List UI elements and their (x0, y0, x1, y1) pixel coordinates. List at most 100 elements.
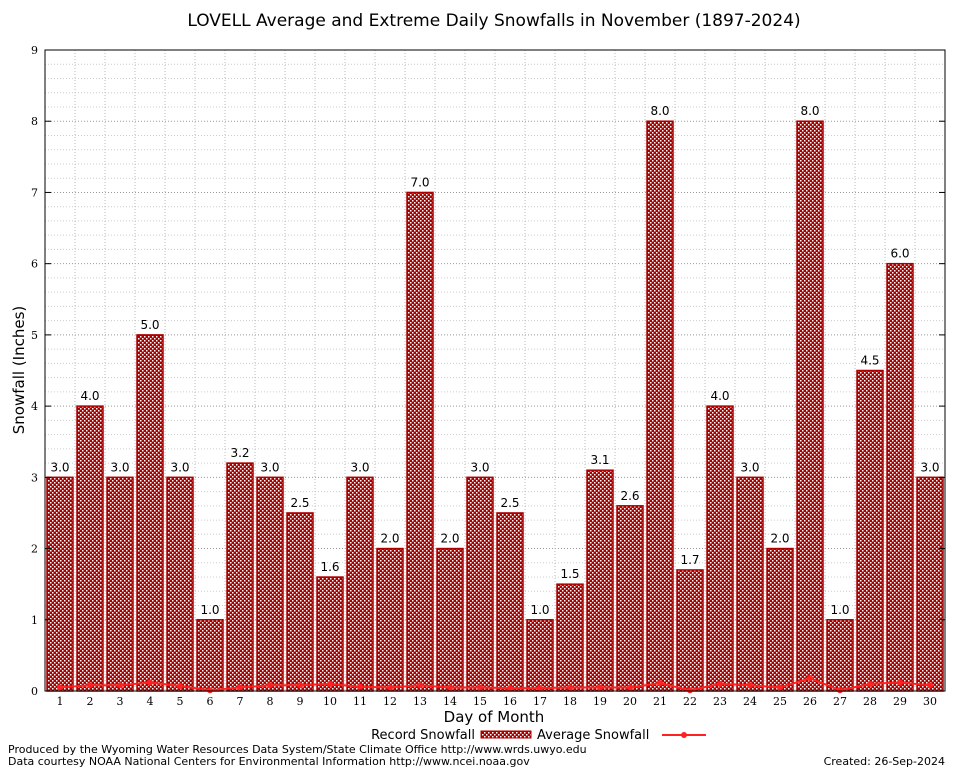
data-label: 2.6 (620, 489, 639, 503)
average-point (747, 682, 753, 689)
bar-record (256, 476, 284, 692)
bar-record (496, 512, 524, 692)
legend-swatch-record (480, 730, 532, 739)
average-point (537, 685, 543, 692)
grid (44, 49, 946, 692)
bar-record (886, 262, 914, 692)
x-tick-label: 25 (773, 695, 787, 708)
average-point (177, 683, 183, 690)
average-line (57, 675, 933, 694)
x-tick-label: 2 (87, 695, 94, 708)
bar-record (466, 476, 494, 692)
average-point (837, 687, 843, 694)
average-point (627, 684, 633, 691)
bar-record (646, 120, 674, 692)
y-tick-label: 3 (31, 471, 38, 484)
average-point (147, 679, 153, 686)
average-point (507, 685, 513, 692)
data-label: 1.0 (200, 603, 219, 617)
x-axis-label: Day of Month (444, 708, 545, 726)
bar-record (106, 476, 134, 692)
data-label: 1.0 (830, 603, 849, 617)
bar-record (526, 619, 554, 692)
average-point (597, 684, 603, 691)
x-tick-label: 13 (413, 695, 427, 708)
x-axis: 1 2 3 4 5 6 7 8 9 10 11 12 13 14 15 16 17 18 19 20 21 22 23 24 2… (57, 695, 938, 708)
average-point (657, 680, 663, 687)
data-label: 1.7 (680, 553, 699, 567)
data-label: 7.0 (410, 175, 429, 189)
average-point (567, 684, 573, 691)
data-label: 3.0 (260, 460, 279, 474)
x-tick-label: 26 (803, 695, 817, 708)
average-point (297, 682, 303, 689)
bar-record (856, 369, 884, 692)
bar-record (676, 569, 704, 692)
x-tick-label: 24 (743, 695, 757, 708)
data-label: 2.5 (290, 496, 309, 510)
x-tick-label: 6 (207, 695, 214, 708)
average-point (117, 682, 123, 689)
y-tick-label: 5 (31, 329, 38, 342)
x-tick-label: 1 (57, 695, 64, 708)
data-label: 3.0 (350, 460, 369, 474)
bar-record (406, 191, 434, 692)
bars: 3.0 4.0 3.0 5.0 3.0 1.0 3.2 3.0 2.5 1.6 3.0 2.0 7.0 2… (46, 104, 944, 692)
y-axis-label: Snowfall (Inches) (10, 306, 28, 434)
bar-record (226, 462, 254, 692)
x-tick-label: 18 (563, 695, 577, 708)
bar-record (346, 476, 374, 692)
bar-record (76, 405, 104, 692)
x-tick-label: 27 (833, 695, 847, 708)
y-tick-label: 2 (31, 543, 38, 556)
average-point (207, 687, 213, 694)
average-point (357, 683, 363, 690)
bar-record (166, 476, 194, 692)
y-tick-label: 4 (31, 400, 38, 413)
x-tick-label: 9 (297, 695, 304, 708)
x-tick-label: 22 (683, 695, 697, 708)
y-tick-label: 9 (31, 44, 38, 57)
x-tick-label: 16 (503, 695, 517, 708)
footer-produced: Produced by the Wyoming Water Resources … (8, 743, 587, 756)
bar-record (616, 505, 644, 692)
legend: Record Snowfall Average Snowfall (371, 728, 706, 743)
average-point (387, 684, 393, 691)
data-label: 2.5 (500, 496, 519, 510)
data-label: 2.0 (380, 532, 399, 546)
average-point (477, 684, 483, 691)
average-point (717, 680, 723, 687)
x-tick-label: 23 (713, 695, 727, 708)
x-tick-label: 12 (383, 695, 397, 708)
y-tick-label: 0 (31, 685, 38, 698)
x-tick-label: 14 (443, 695, 457, 708)
bar-record (586, 469, 614, 692)
data-label: 1.0 (530, 603, 549, 617)
bar-record (376, 547, 404, 692)
average-point (777, 684, 783, 691)
average-point (237, 684, 243, 691)
average-point (927, 682, 933, 689)
x-tick-label: 21 (653, 695, 667, 708)
plot-frame (44, 49, 946, 692)
x-tick-label: 4 (147, 695, 154, 708)
bar-record (826, 619, 854, 692)
average-point (87, 682, 93, 689)
y-axis: 0 1 2 3 4 5 6 7 8 9 (31, 44, 945, 698)
x-tick-label: 11 (353, 695, 367, 708)
bar-record (286, 512, 314, 692)
data-label: 1.5 (560, 567, 579, 581)
x-tick-label: 8 (267, 695, 274, 708)
data-label: 3.0 (470, 460, 489, 474)
average-point (417, 682, 423, 689)
x-tick-label: 20 (623, 695, 637, 708)
data-label: 2.0 (440, 532, 459, 546)
bar-record (556, 583, 584, 692)
average-point (897, 679, 903, 686)
average-point (447, 684, 453, 691)
data-label: 8.0 (800, 104, 819, 118)
bar-record (706, 405, 734, 692)
data-label: 3.0 (110, 460, 129, 474)
